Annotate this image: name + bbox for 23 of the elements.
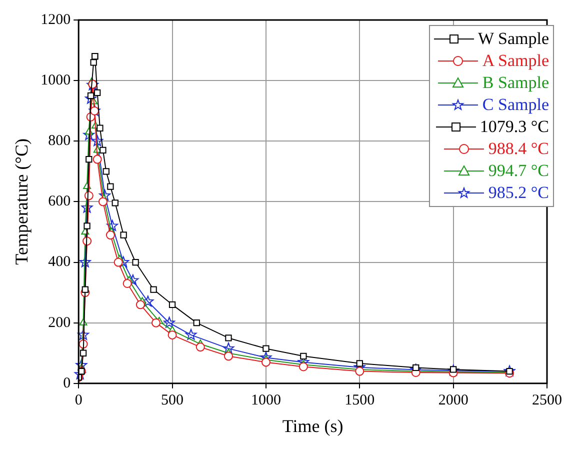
y-tick-label: 0 (63, 375, 71, 392)
x-tick-label: 0 (74, 392, 82, 408)
legend-label: 1079.3 °C (480, 116, 549, 138)
x-tick-label: 1000 (250, 392, 281, 408)
x-tick-label: 1500 (344, 392, 375, 408)
y-tick-label: 1200 (40, 12, 71, 28)
y-tick-label: 800 (48, 133, 71, 150)
x-axis-title: Time (s) (282, 416, 344, 436)
y-axis-title: Temperature (°C) (12, 138, 32, 265)
y-tick-label: 400 (48, 254, 71, 270)
y-tick-label: 600 (48, 194, 71, 210)
x-tick-label: 500 (161, 392, 184, 408)
legend-label: A Sample (482, 50, 549, 72)
x-tick-label: 2500 (532, 392, 562, 408)
legend-label: W Sample (478, 28, 549, 50)
legend-label: 994.7 °C (488, 160, 549, 182)
legend-label: 988.4 °C (488, 138, 549, 160)
x-tick-label: 2000 (438, 392, 468, 408)
y-tick-label: 200 (48, 314, 71, 331)
legend-label: C Sample (482, 94, 549, 116)
legend-label: B Sample (482, 72, 549, 94)
legend-label: 985.2 °C (488, 182, 549, 204)
y-tick-label: 1000 (40, 72, 71, 89)
